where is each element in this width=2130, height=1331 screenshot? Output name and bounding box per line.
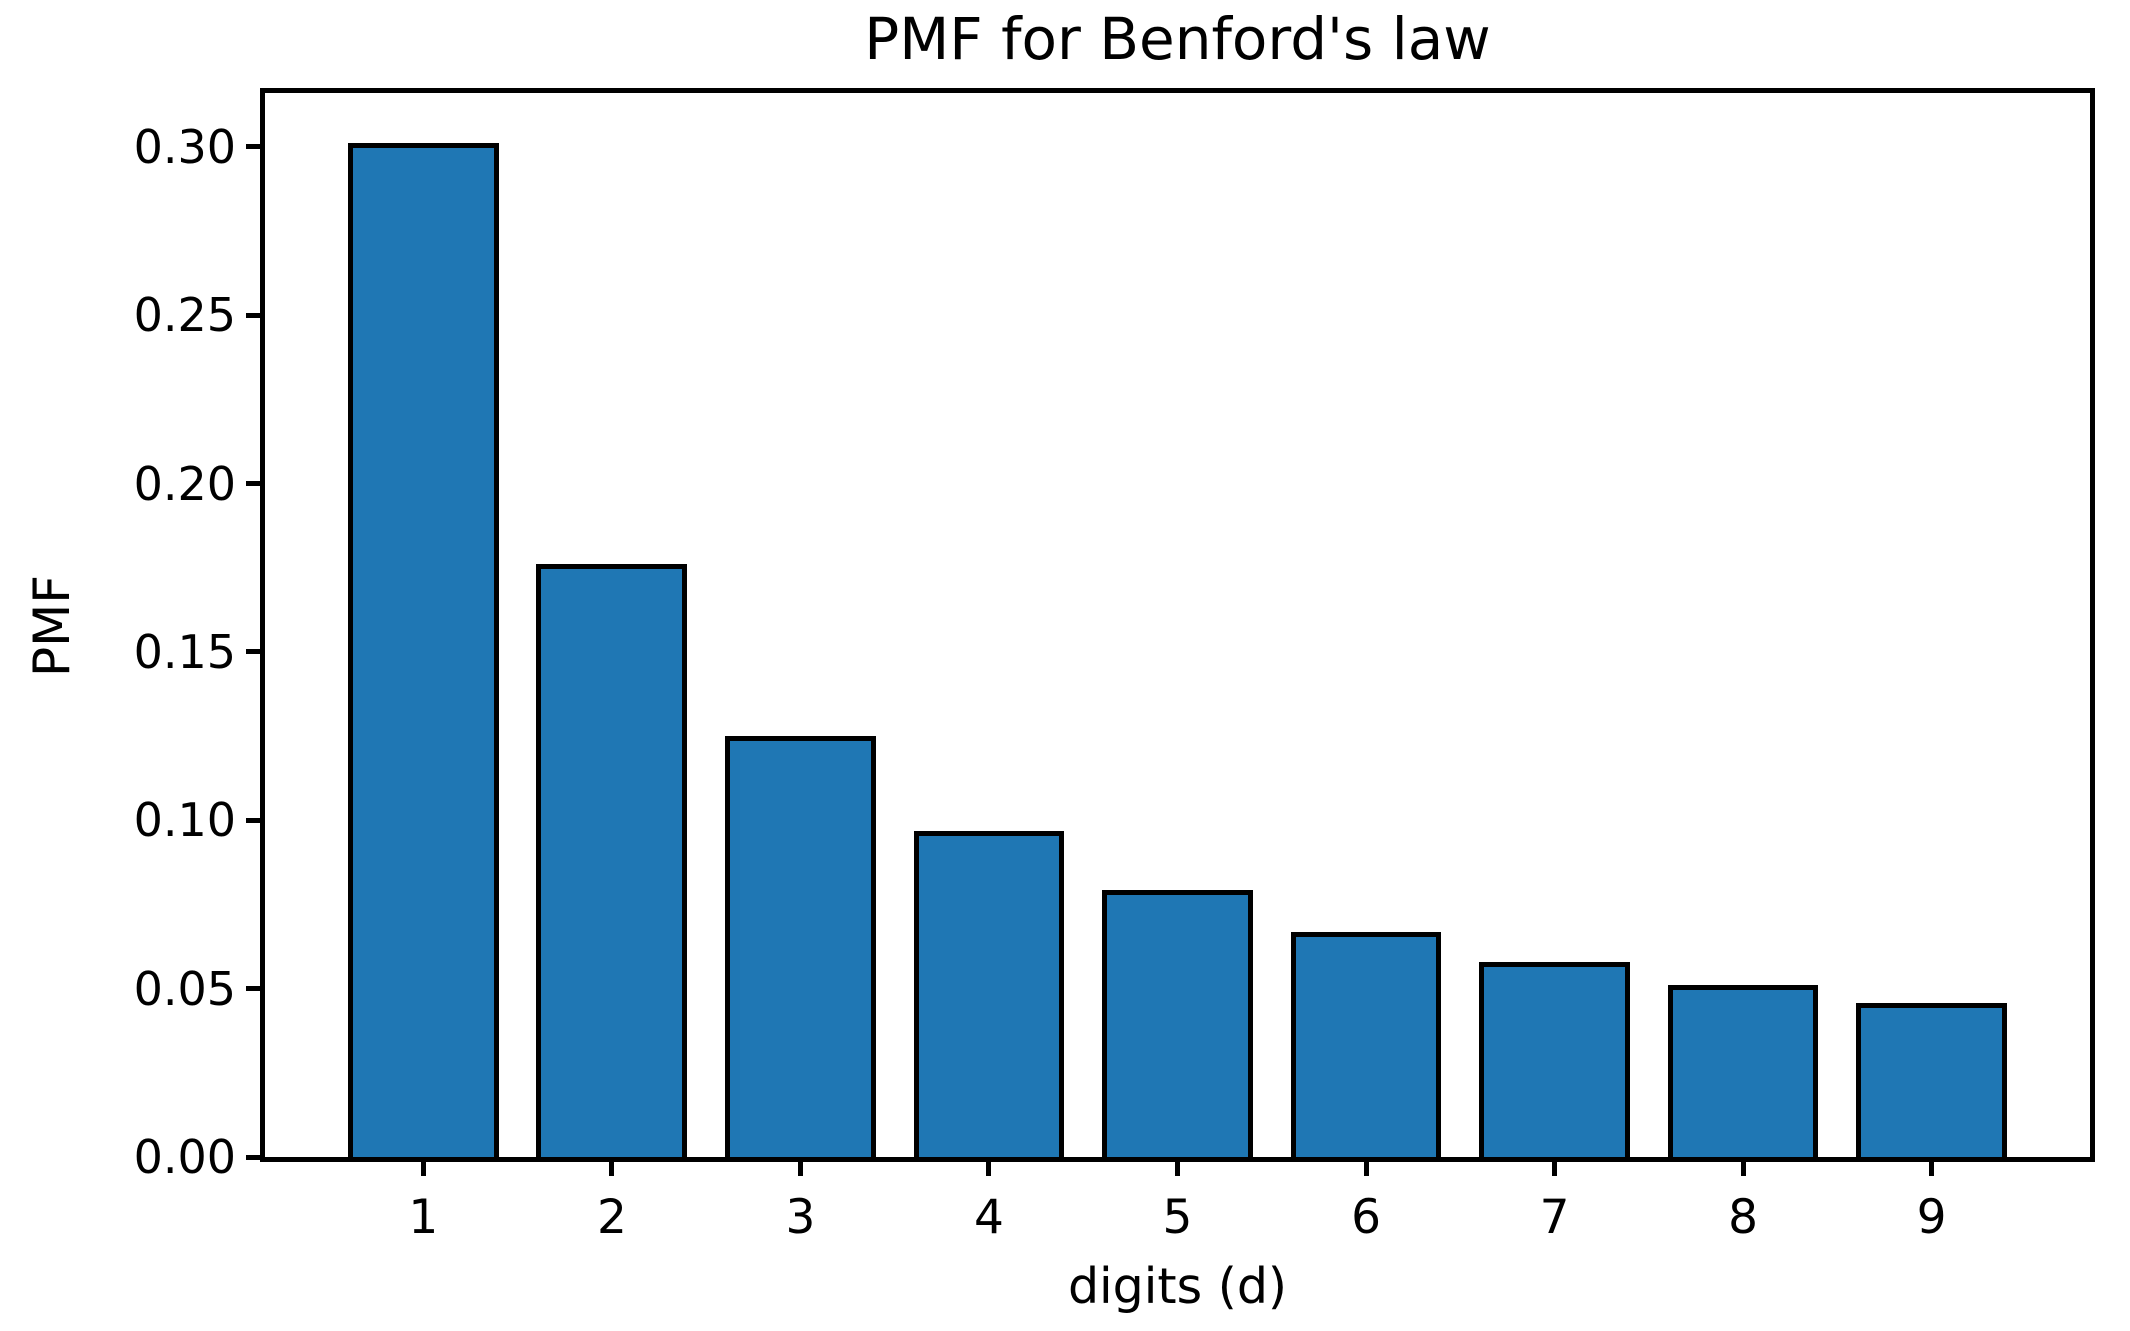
bar-digit-6: [1290, 931, 1442, 1157]
y-tick-label-0.25: 0.25: [133, 288, 236, 343]
x-tick-mark-1: [420, 1162, 426, 1176]
y-tick-label-0.00: 0.00: [133, 1130, 236, 1184]
bar-digit-3: [725, 736, 876, 1157]
bar-digit-1: [347, 143, 499, 1157]
x-tick-mark-3: [797, 1162, 803, 1176]
x-tick-mark-4: [986, 1162, 992, 1176]
y-tick-label-0.20: 0.20: [133, 456, 236, 511]
x-tick-mark-6: [1363, 1162, 1369, 1176]
x-tick-label-9: 9: [1916, 1190, 1947, 1245]
x-tick-label-1: 1: [408, 1190, 439, 1245]
bar-digit-2: [536, 564, 688, 1157]
y-tick-label-0.30: 0.30: [133, 119, 236, 174]
y-tick-label-0.10: 0.10: [133, 793, 236, 848]
x-tick-mark-5: [1175, 1162, 1180, 1176]
x-tick-label-2: 2: [596, 1190, 627, 1245]
y-tick-mark-0.25: [246, 312, 260, 318]
y-tick-mark-0.30: [246, 144, 260, 150]
bars-layer: [265, 93, 2090, 1157]
x-tick-label-3: 3: [785, 1190, 816, 1245]
x-tick-label-8: 8: [1728, 1190, 1759, 1245]
y-tick-mark-0.20: [246, 481, 260, 487]
bar-digit-9: [1856, 1002, 2008, 1157]
x-tick-mark-7: [1552, 1162, 1558, 1176]
y-tick-mark-0.15: [246, 649, 260, 655]
bar-digit-8: [1667, 984, 1819, 1157]
x-tick-label-4: 4: [974, 1190, 1004, 1245]
x-tick-mark-2: [609, 1162, 615, 1176]
y-tick-mark-0.10: [246, 817, 260, 823]
x-axis-label: digits (d): [1067, 1258, 1288, 1315]
x-tick-label-7: 7: [1539, 1190, 1570, 1245]
y-tick-label-0.05: 0.05: [133, 961, 236, 1016]
y-tick-mark-0.00: [246, 1154, 260, 1160]
bar-digit-7: [1479, 961, 1630, 1157]
x-tick-label-6: 6: [1351, 1190, 1381, 1245]
plot-area: [260, 88, 2095, 1162]
chart-title: PMF for Benford's law: [864, 5, 1491, 73]
y-tick-label-0.15: 0.15: [133, 624, 236, 679]
x-tick-label-5: 5: [1162, 1190, 1193, 1245]
x-tick-mark-9: [1929, 1162, 1935, 1176]
bar-digit-5: [1102, 890, 1253, 1157]
bar-digit-4: [913, 830, 1065, 1157]
x-tick-mark-8: [1740, 1162, 1746, 1176]
y-tick-mark-0.05: [246, 986, 260, 992]
